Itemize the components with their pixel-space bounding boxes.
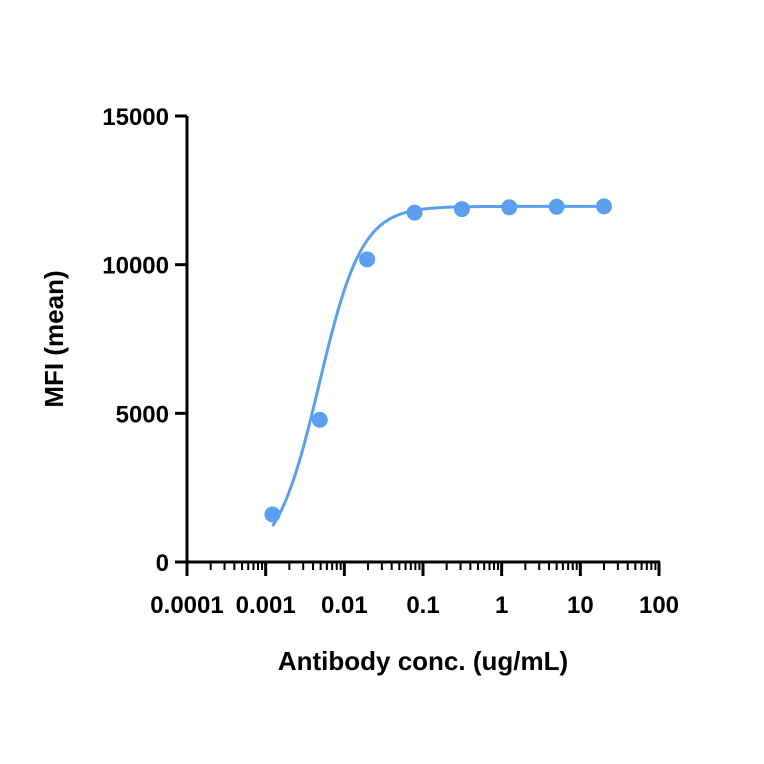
y-axis-title: MFI (mean) [39, 270, 69, 407]
data-point [406, 204, 423, 221]
y-tick-label: 5000 [116, 401, 169, 428]
data-point [596, 198, 613, 215]
x-tick-label: 0.1 [406, 592, 439, 619]
x-axis: 0.0001 0.001 0.01 0.1 1 10 100 [150, 560, 679, 619]
x-tick-label: 0.01 [321, 592, 368, 619]
x-tick-label: 0.001 [236, 592, 296, 619]
x-tick-label: 0.0001 [150, 592, 223, 619]
y-tick-label: 15000 [102, 104, 169, 131]
data-point [311, 411, 328, 428]
y-tick-label: 0 [156, 550, 169, 577]
fit-curve [271, 204, 605, 527]
data-point [264, 506, 281, 523]
y-tick-label: 10000 [102, 253, 169, 280]
x-tick-label: 100 [639, 592, 679, 619]
data-point [548, 198, 565, 215]
y-axis: 0 5000 10000 15000 [102, 104, 189, 577]
data-point [453, 201, 470, 218]
data-point [501, 199, 518, 216]
x-tick-label: 1 [495, 592, 508, 619]
x-tick-label: 10 [567, 592, 594, 619]
x-axis-title: Antibody conc. (ug/mL) [278, 646, 568, 676]
data-point [359, 251, 376, 268]
plot-area [264, 198, 613, 527]
